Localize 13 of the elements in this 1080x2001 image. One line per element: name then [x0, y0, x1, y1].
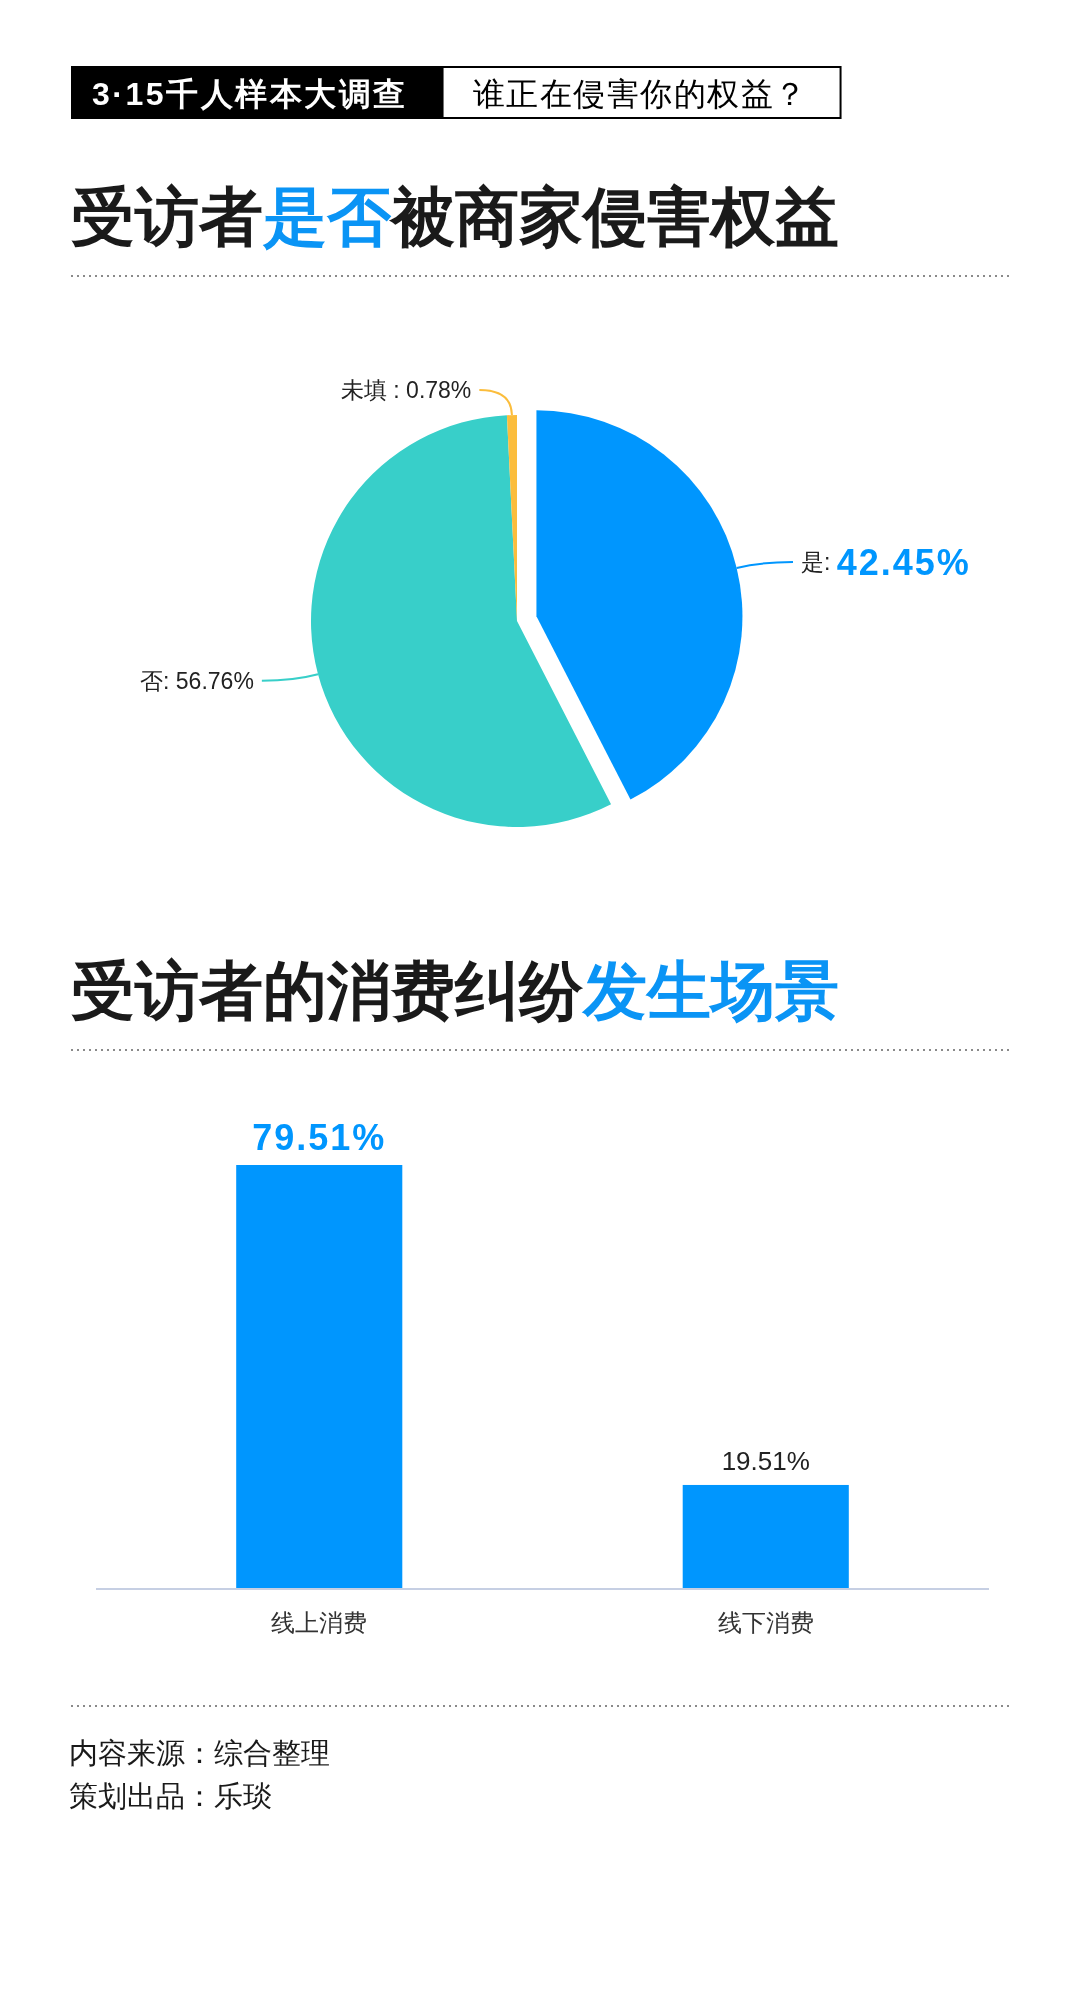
value-label: 79.51%	[252, 1117, 387, 1158]
label: 否: 56.76%	[140, 667, 254, 694]
label: 未填 : 0.78%	[340, 377, 472, 404]
title: 受访者的消费纠纷发生场景	[71, 955, 839, 1027]
value-label: 19.51%	[721, 1445, 810, 1476]
title: 受访者是否被商家侵害权益	[71, 181, 839, 253]
annotation: 策划出品：乐琰	[69, 1780, 272, 1812]
title: 3·15千人样本大调查	[92, 76, 408, 112]
tick-label: 线上消费	[271, 1608, 368, 1636]
annotation: 内容来源：综合整理	[69, 1737, 330, 1769]
subtitle: 谁正在侵害你的权益？	[472, 76, 808, 112]
tick-label: 线下消费	[717, 1608, 814, 1636]
label: 是: 42.45%	[801, 541, 971, 583]
